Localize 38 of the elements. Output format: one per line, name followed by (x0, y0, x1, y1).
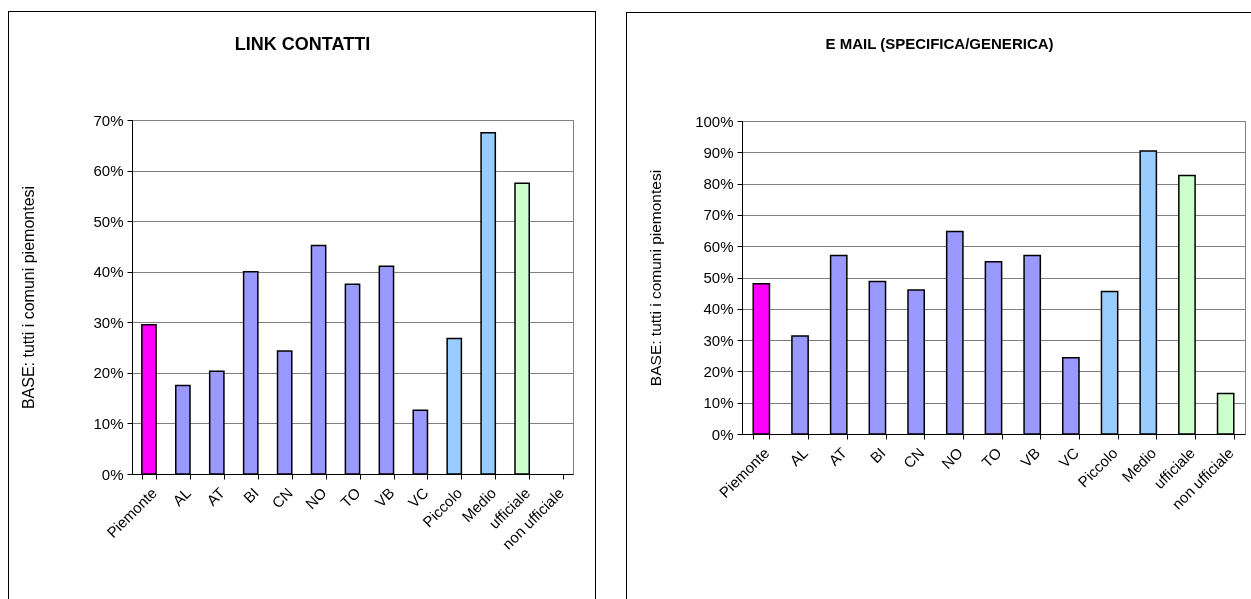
y-tick-label: 60% (93, 162, 124, 180)
y-tick-label: 60% (703, 237, 734, 255)
y-tick-label: 40% (93, 263, 124, 281)
y-tick-label: 10% (93, 414, 124, 432)
y-axis-title: BASE: tutti i comuni piemontesi (646, 169, 664, 387)
x-tick-label: VB (371, 484, 398, 511)
chart-title: E MAIL (SPECIFICA/GENERICA) (825, 35, 1054, 52)
x-tick-label: AL (168, 484, 194, 510)
y-tick-label: 0% (711, 425, 734, 443)
x-tick-label: VB (1017, 444, 1044, 471)
y-tick-label: 30% (703, 331, 734, 349)
y-tick-label: 30% (93, 313, 124, 331)
x-tick-label: CN (268, 484, 296, 512)
x-tick-label: NO (301, 484, 330, 513)
y-tick-label: 80% (703, 175, 734, 193)
y-tick-label: 20% (93, 364, 124, 382)
y-tick-label: 40% (703, 300, 734, 318)
x-tick-label: TO (978, 444, 1005, 471)
x-tick-label: VC (1055, 443, 1083, 471)
y-tick-label: 20% (703, 362, 734, 380)
x-tick-label: AL (786, 444, 812, 470)
y-tick-label: 90% (703, 143, 734, 161)
y-tick-label: 70% (93, 111, 124, 129)
x-tick-label: BI (866, 444, 889, 467)
x-tick-label: NO (937, 444, 966, 473)
x-tick-label: AT (825, 444, 850, 469)
x-tick-label: CN (899, 444, 928, 472)
x-tick-label: AT (203, 484, 228, 509)
chart-title: LINK CONTATTI (234, 34, 371, 54)
y-tick-label: 50% (93, 212, 124, 230)
y-tick-label: 10% (703, 394, 734, 412)
y-tick-label: 0% (101, 465, 124, 483)
x-tick-label: BI (239, 484, 262, 507)
x-tick-label: TO (337, 484, 364, 511)
y-tick-label: 50% (703, 269, 734, 286)
y-tick-label: 70% (703, 206, 734, 224)
y-axis-title: BASE: tutti i comuni piemontesi (19, 185, 37, 410)
y-tick-label: 100% (695, 112, 734, 130)
